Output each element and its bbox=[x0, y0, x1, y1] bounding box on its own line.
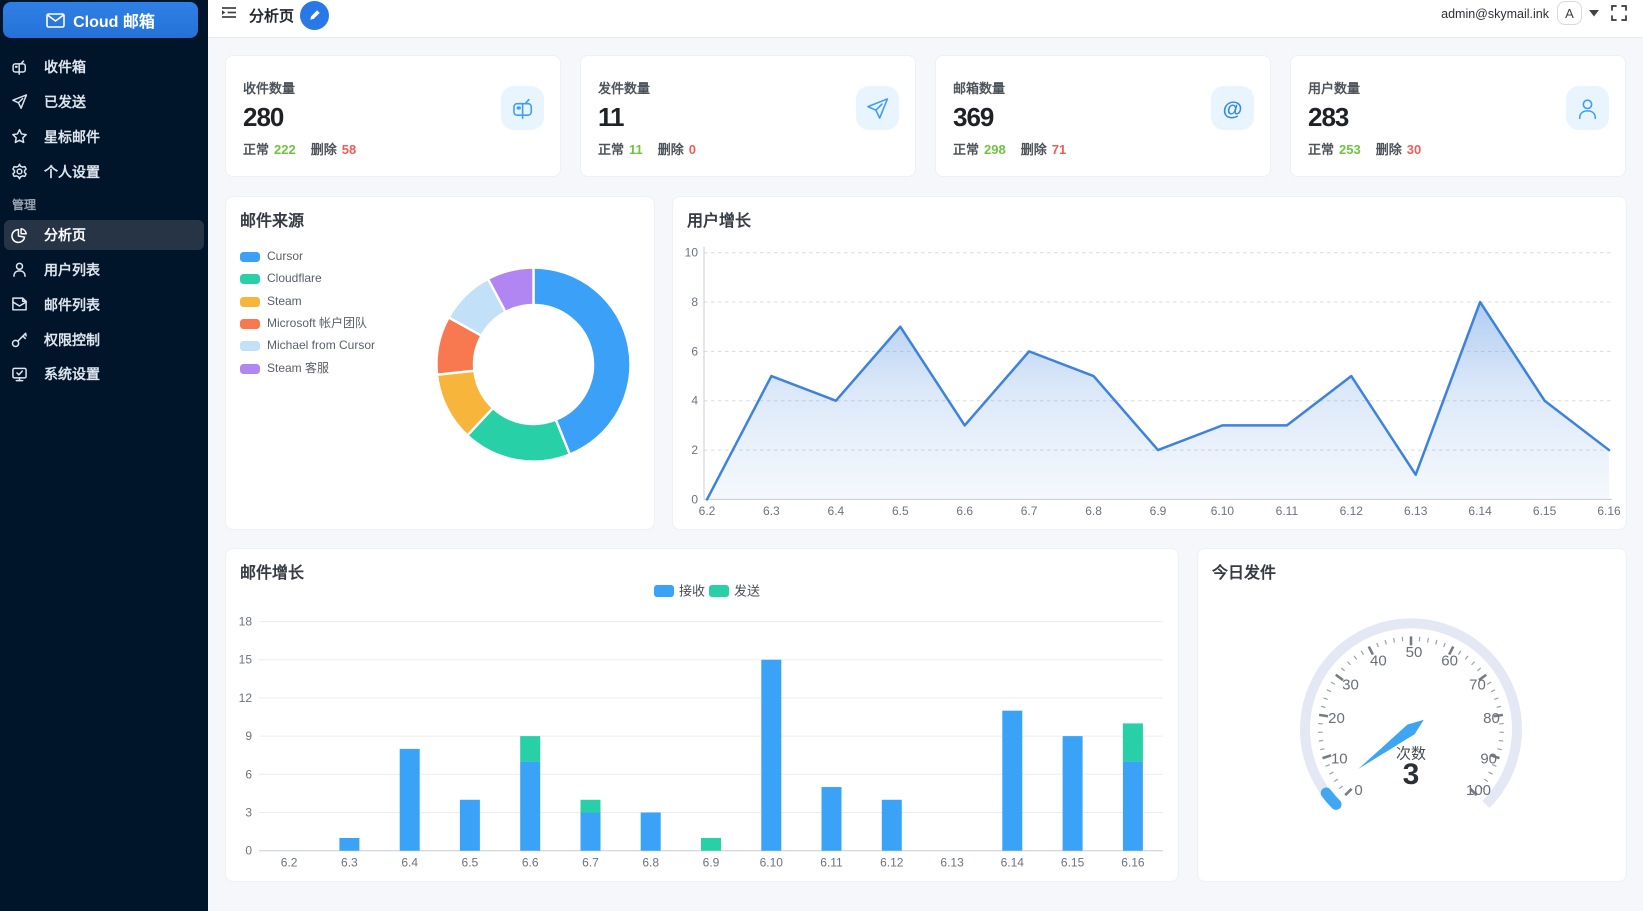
svg-text:0: 0 bbox=[1354, 782, 1362, 799]
svg-text:3: 3 bbox=[1403, 758, 1420, 791]
svg-text:6.15: 6.15 bbox=[1061, 856, 1085, 870]
svg-text:6.8: 6.8 bbox=[1085, 504, 1102, 518]
svg-text:90: 90 bbox=[1480, 751, 1497, 768]
svg-text:6.13: 6.13 bbox=[940, 856, 964, 870]
svg-text:50: 50 bbox=[1406, 644, 1423, 661]
svg-text:6.16: 6.16 bbox=[1121, 856, 1145, 870]
svg-text:@: @ bbox=[1223, 98, 1243, 120]
svg-text:6.4: 6.4 bbox=[401, 856, 418, 870]
svg-text:15: 15 bbox=[239, 653, 253, 667]
svg-text:6.7: 6.7 bbox=[582, 856, 599, 870]
svg-text:次数: 次数 bbox=[1396, 746, 1426, 763]
svg-text:8: 8 bbox=[691, 295, 698, 309]
svg-text:60: 60 bbox=[1441, 653, 1458, 670]
svg-text:6.6: 6.6 bbox=[522, 856, 539, 870]
svg-text:6.14: 6.14 bbox=[1001, 856, 1025, 870]
svg-text:10: 10 bbox=[685, 246, 699, 260]
svg-text:发送: 发送 bbox=[734, 584, 760, 599]
svg-text:40: 40 bbox=[1370, 653, 1387, 670]
svg-text:0: 0 bbox=[691, 492, 698, 506]
svg-text:4: 4 bbox=[691, 394, 698, 408]
svg-text:6.5: 6.5 bbox=[892, 504, 909, 518]
svg-text:6.8: 6.8 bbox=[642, 856, 659, 870]
svg-text:6.3: 6.3 bbox=[341, 856, 358, 870]
svg-text:接收: 接收 bbox=[679, 584, 705, 599]
svg-text:100: 100 bbox=[1466, 782, 1491, 799]
svg-text:6.12: 6.12 bbox=[1340, 504, 1364, 518]
svg-text:6.13: 6.13 bbox=[1404, 504, 1428, 518]
svg-text:2: 2 bbox=[691, 443, 698, 457]
svg-text:6.10: 6.10 bbox=[1211, 504, 1235, 518]
svg-text:6.14: 6.14 bbox=[1468, 504, 1492, 518]
svg-text:6.15: 6.15 bbox=[1533, 504, 1557, 518]
svg-text:6.2: 6.2 bbox=[699, 504, 716, 518]
svg-text:18: 18 bbox=[239, 615, 253, 629]
svg-text:6.3: 6.3 bbox=[763, 504, 780, 518]
svg-text:6: 6 bbox=[245, 767, 252, 781]
svg-text:6.6: 6.6 bbox=[956, 504, 973, 518]
svg-text:10: 10 bbox=[1331, 751, 1348, 768]
svg-text:6.7: 6.7 bbox=[1021, 504, 1038, 518]
svg-text:12: 12 bbox=[239, 691, 253, 705]
svg-text:70: 70 bbox=[1469, 676, 1486, 693]
svg-text:0: 0 bbox=[245, 844, 252, 858]
svg-text:6.11: 6.11 bbox=[1276, 504, 1299, 518]
svg-text:30: 30 bbox=[1342, 676, 1359, 693]
svg-text:80: 80 bbox=[1483, 710, 1500, 727]
svg-text:6.16: 6.16 bbox=[1597, 504, 1621, 518]
svg-text:6.9: 6.9 bbox=[703, 856, 720, 870]
svg-text:6.4: 6.4 bbox=[828, 504, 845, 518]
svg-text:6.12: 6.12 bbox=[880, 856, 904, 870]
svg-text:6: 6 bbox=[691, 344, 698, 358]
svg-text:20: 20 bbox=[1328, 710, 1345, 727]
svg-text:6.5: 6.5 bbox=[462, 856, 479, 870]
svg-text:6.10: 6.10 bbox=[760, 856, 784, 870]
svg-text:9: 9 bbox=[245, 729, 252, 743]
svg-text:6.9: 6.9 bbox=[1150, 504, 1167, 518]
svg-text:6.2: 6.2 bbox=[281, 856, 298, 870]
svg-text:6.11: 6.11 bbox=[820, 856, 843, 870]
svg-text:3: 3 bbox=[245, 806, 252, 820]
